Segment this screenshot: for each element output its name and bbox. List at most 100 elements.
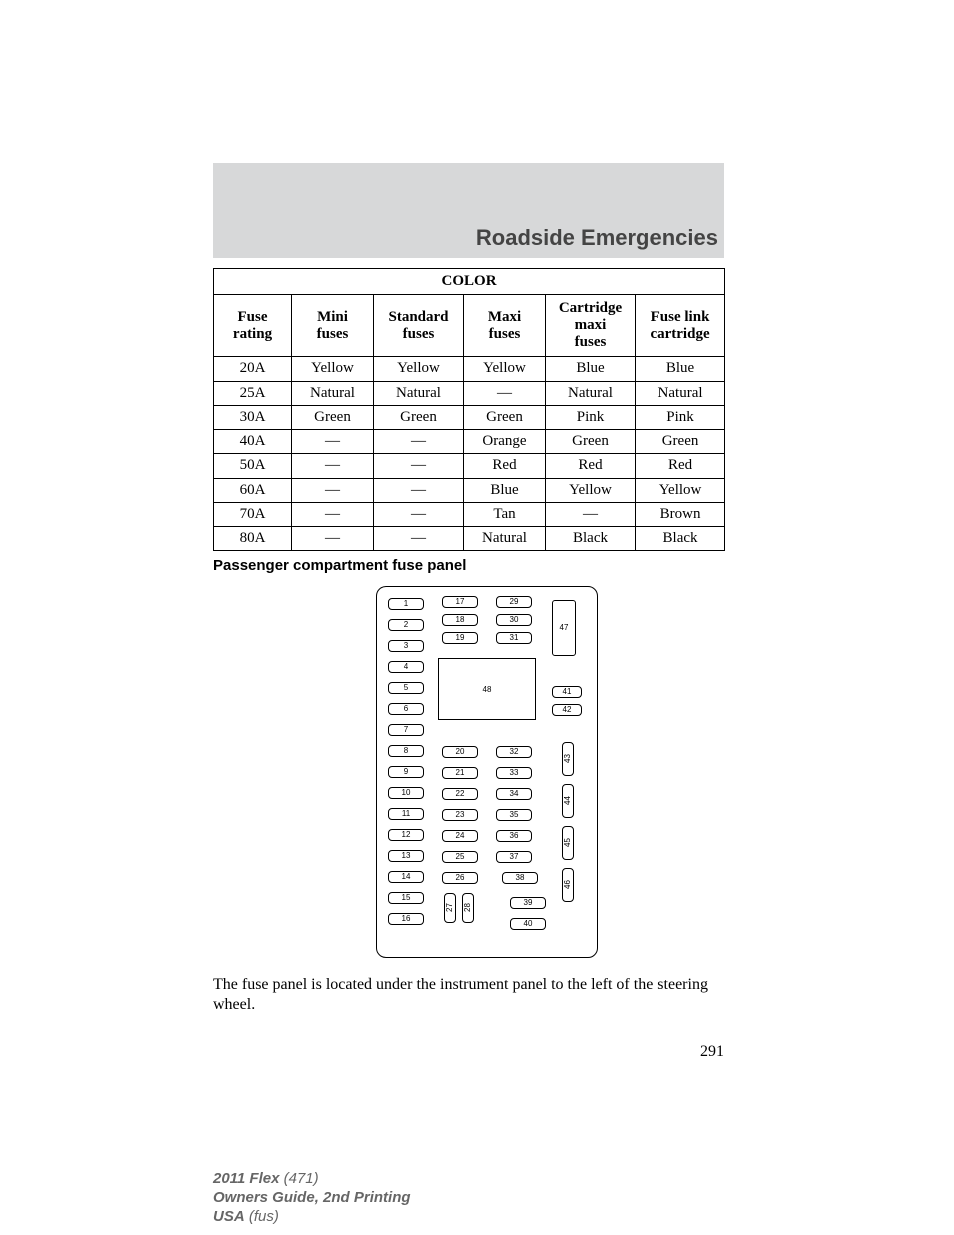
table-cell: Yellow	[464, 357, 546, 381]
table-cell: —	[292, 430, 374, 454]
table-cell: 20A	[214, 357, 292, 381]
fuse-17: 17	[442, 596, 478, 608]
table-cell: 30A	[214, 405, 292, 429]
fuse-5: 5	[388, 682, 424, 694]
table-row: 30AGreenGreenGreenPinkPink	[214, 405, 725, 429]
table-cell: —	[292, 527, 374, 551]
fuse-35: 35	[496, 809, 532, 821]
fuse-38: 38	[502, 872, 538, 884]
fuse-24: 24	[442, 830, 478, 842]
table-cell: —	[292, 502, 374, 526]
table-cell: Black	[636, 527, 725, 551]
table-cell: 60A	[214, 478, 292, 502]
fuse-19: 19	[442, 632, 478, 644]
table-cell: Blue	[546, 357, 636, 381]
table-cell: —	[464, 381, 546, 405]
table-cell: 70A	[214, 502, 292, 526]
fuse-21: 21	[442, 767, 478, 779]
fuse-25: 25	[442, 851, 478, 863]
fuse-37: 37	[496, 851, 532, 863]
page-number: 291	[213, 1043, 724, 1061]
table-cell: 40A	[214, 430, 292, 454]
fuse-40: 40	[510, 918, 546, 930]
footer-region: USA	[213, 1208, 245, 1225]
table-cell: Green	[546, 430, 636, 454]
fuse-6: 6	[388, 703, 424, 715]
fuse-11: 11	[388, 808, 424, 820]
table-cell: Pink	[546, 405, 636, 429]
fuse-36: 36	[496, 830, 532, 842]
table-cell: Yellow	[636, 478, 725, 502]
fuse-22: 22	[442, 788, 478, 800]
col-header: Cartridgemaxifuses	[546, 295, 636, 357]
fuse-29: 29	[496, 596, 532, 608]
col-header: Fuserating	[214, 295, 292, 357]
fuse-33: 33	[496, 767, 532, 779]
section-heading: Passenger compartment fuse panel	[213, 557, 466, 574]
table-cell: Natural	[464, 527, 546, 551]
table-row: 40A——OrangeGreenGreen	[214, 430, 725, 454]
fuse-47: 47	[552, 600, 576, 656]
footer-model: 2011 Flex	[213, 1170, 279, 1187]
fuse-1: 1	[388, 598, 424, 610]
table-cell: Green	[464, 405, 546, 429]
table-cell: —	[374, 454, 464, 478]
footer-guide: Owners Guide, 2nd Printing	[213, 1189, 411, 1208]
table-cell: Blue	[464, 478, 546, 502]
table-cell: Red	[546, 454, 636, 478]
fuse-9: 9	[388, 766, 424, 778]
table-row: 60A——BlueYellowYellow	[214, 478, 725, 502]
table-cell: —	[374, 478, 464, 502]
table-cell: Red	[636, 454, 725, 478]
fuse-42: 42	[552, 704, 582, 716]
col-header: Minifuses	[292, 295, 374, 357]
table-cell: Green	[636, 430, 725, 454]
fuse-13: 13	[388, 850, 424, 862]
fuse-45: 45	[562, 826, 574, 860]
table-cell: Brown	[636, 502, 725, 526]
col-header: Maxifuses	[464, 295, 546, 357]
table-cell: —	[292, 454, 374, 478]
col-header: Standardfuses	[374, 295, 464, 357]
fuse-15: 15	[388, 892, 424, 904]
fuse-16: 16	[388, 913, 424, 925]
table-cell: Natural	[546, 381, 636, 405]
fuse-30: 30	[496, 614, 532, 626]
fuse-4: 4	[388, 661, 424, 673]
fuse-7: 7	[388, 724, 424, 736]
table-cell: Yellow	[374, 357, 464, 381]
fuse-10: 10	[388, 787, 424, 799]
table-cell: Blue	[636, 357, 725, 381]
fuse-43: 43	[562, 742, 574, 776]
table-cell: Natural	[292, 381, 374, 405]
table-cell: Yellow	[546, 478, 636, 502]
table-cell: —	[374, 527, 464, 551]
fuse-26: 26	[442, 872, 478, 884]
page-title: Roadside Emergencies	[213, 225, 724, 251]
col-header: Fuse linkcartridge	[636, 295, 725, 357]
fuse-23: 23	[442, 809, 478, 821]
fuse-color-table: COLOR FuseratingMinifusesStandardfusesMa…	[213, 268, 725, 551]
table-row: 80A——NaturalBlackBlack	[214, 527, 725, 551]
fuse-46: 46	[562, 868, 574, 902]
footer: 2011 Flex (471) Owners Guide, 2nd Printi…	[213, 1170, 411, 1226]
footer-code: (471)	[284, 1170, 319, 1187]
table-cell: Tan	[464, 502, 546, 526]
table-cell: 25A	[214, 381, 292, 405]
table-cell: Green	[292, 405, 374, 429]
table-cell: 80A	[214, 527, 292, 551]
table-cell: 50A	[214, 454, 292, 478]
fuse-28: 28	[462, 893, 474, 923]
table-cell: —	[292, 478, 374, 502]
fuse-34: 34	[496, 788, 532, 800]
table-cell: Pink	[636, 405, 725, 429]
table-row: 25ANaturalNatural—NaturalNatural	[214, 381, 725, 405]
table-cell: Natural	[374, 381, 464, 405]
table-row: 70A——Tan—Brown	[214, 502, 725, 526]
table-row: 20AYellowYellowYellowBlueBlue	[214, 357, 725, 381]
fuse-31: 31	[496, 632, 532, 644]
fuse-41: 41	[552, 686, 582, 698]
body-text: The fuse panel is located under the inst…	[213, 975, 724, 1015]
table-cell: —	[374, 502, 464, 526]
fuse-20: 20	[442, 746, 478, 758]
